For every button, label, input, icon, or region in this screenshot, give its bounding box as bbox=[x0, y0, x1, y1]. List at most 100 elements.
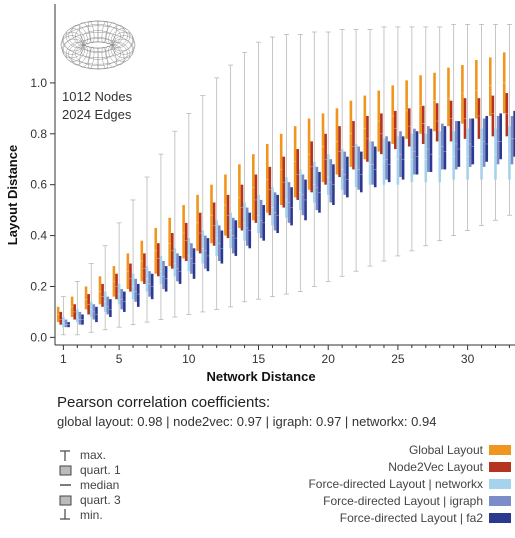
box-0 bbox=[84, 286, 88, 310]
box-2 bbox=[76, 309, 79, 323]
box-4 bbox=[359, 151, 363, 193]
torus-mesh-ring bbox=[62, 32, 134, 69]
box-0 bbox=[98, 276, 102, 305]
axes-layer: 1 5 10 15 20 25 300.00.20.40.60.81.0 bbox=[30, 4, 515, 366]
box-3 bbox=[134, 278, 137, 302]
box-3 bbox=[329, 159, 333, 203]
box-2 bbox=[424, 133, 428, 183]
box-2 bbox=[312, 161, 316, 203]
box-0 bbox=[265, 143, 269, 213]
box-3 bbox=[357, 146, 360, 190]
y-tick-label: 1.0 bbox=[30, 76, 47, 90]
x-tick-label: 5 bbox=[116, 352, 123, 366]
quartile-box-icon bbox=[58, 464, 74, 476]
box-2 bbox=[508, 126, 511, 180]
stats-legend-q1: quart. 1 bbox=[58, 462, 121, 477]
pearson-title: Pearson correlation coefficients: bbox=[57, 394, 271, 411]
torus-mesh-ring bbox=[80, 30, 116, 49]
box-4 bbox=[513, 110, 515, 157]
box-2 bbox=[354, 143, 358, 188]
box-2 bbox=[396, 136, 400, 185]
box-2 bbox=[201, 230, 205, 264]
box-4 bbox=[415, 131, 419, 175]
box-0 bbox=[447, 67, 450, 127]
box-0 bbox=[419, 75, 422, 134]
legend-item-node2vec: Node2Vec Layout bbox=[308, 458, 511, 475]
stats-legend-q3: quart. 3 bbox=[58, 492, 121, 507]
box-0 bbox=[461, 65, 464, 124]
box-4 bbox=[373, 146, 377, 188]
box-3 bbox=[343, 151, 347, 195]
box-4 bbox=[401, 136, 405, 180]
box-3 bbox=[482, 118, 486, 167]
box-2 bbox=[410, 133, 414, 183]
box-1 bbox=[505, 93, 509, 137]
box-1 bbox=[59, 311, 63, 325]
box-3 bbox=[273, 192, 277, 231]
stats-legend-min: min. bbox=[58, 507, 121, 522]
x-tick-label: 15 bbox=[252, 352, 266, 366]
box-0 bbox=[433, 72, 436, 132]
box-2 bbox=[452, 131, 455, 180]
box-2 bbox=[271, 187, 274, 226]
box-4 bbox=[346, 156, 349, 198]
box-0 bbox=[182, 205, 185, 259]
box-1 bbox=[268, 166, 272, 216]
legend-label-igraph: Force-directed Layout | igraph bbox=[323, 493, 483, 508]
x-tick-label: 30 bbox=[461, 352, 475, 366]
box-3 bbox=[106, 296, 110, 315]
box-0 bbox=[405, 80, 408, 139]
box-2 bbox=[466, 128, 469, 180]
box-1 bbox=[449, 100, 453, 142]
legend-item-networkx: Force-directed Layout | networkx bbox=[308, 475, 511, 492]
torus-mesh-ring bbox=[75, 41, 121, 66]
box-2 bbox=[368, 141, 372, 185]
box-3 bbox=[204, 235, 207, 269]
legend-label-node2vec: Node2Vec Layout bbox=[388, 459, 483, 474]
pearson-values: global layout: 0.98 | node2vec: 0.97 | i… bbox=[57, 414, 437, 429]
box-1 bbox=[394, 110, 397, 150]
box-4 bbox=[178, 255, 182, 284]
legend-swatch-global bbox=[489, 444, 511, 455]
box-4 bbox=[136, 283, 140, 307]
torus-mesh-ring bbox=[68, 20, 128, 52]
box-1 bbox=[129, 263, 132, 292]
box-0 bbox=[210, 184, 213, 244]
box-4 bbox=[457, 121, 461, 167]
stats-legend-q3-label: quart. 3 bbox=[80, 492, 121, 507]
annotation-nodes: 1012 Nodes bbox=[62, 89, 133, 104]
box-4 bbox=[429, 128, 433, 172]
box-2 bbox=[257, 194, 260, 234]
box-4 bbox=[276, 194, 279, 234]
torus-mesh-ring bbox=[60, 25, 136, 65]
legend-item-igraph: Force-directed Layout | igraph bbox=[308, 492, 511, 509]
x-tick-label: 1 bbox=[60, 352, 67, 366]
box-0 bbox=[363, 95, 367, 160]
box-3 bbox=[454, 121, 458, 170]
box-3 bbox=[176, 253, 179, 282]
box-2 bbox=[326, 154, 330, 195]
box-3 bbox=[245, 207, 249, 246]
box-1 bbox=[491, 95, 495, 137]
y-axis-title: Layout Distance bbox=[5, 145, 20, 245]
legend-swatch-node2vec bbox=[489, 461, 511, 472]
box-4 bbox=[485, 115, 489, 162]
box-0 bbox=[168, 217, 171, 267]
box-3 bbox=[64, 319, 68, 328]
box-3 bbox=[259, 199, 263, 239]
box-0 bbox=[475, 59, 478, 119]
y-tick-label: 0.4 bbox=[30, 229, 47, 243]
box-1 bbox=[421, 105, 425, 144]
box-3 bbox=[468, 118, 472, 167]
box-1 bbox=[101, 283, 104, 307]
box-2 bbox=[299, 169, 302, 211]
box-3 bbox=[315, 166, 319, 211]
stats-legend-max: max. bbox=[58, 447, 121, 462]
stats-legend-max-label: max. bbox=[80, 447, 107, 462]
box-1 bbox=[212, 202, 216, 246]
box-2 bbox=[159, 255, 163, 284]
box-1 bbox=[254, 174, 258, 223]
box-1 bbox=[184, 222, 188, 262]
legend-swatch-networkx bbox=[489, 478, 511, 489]
legend-item-fa2: Force-directed Layout | fa2 bbox=[308, 509, 511, 526]
